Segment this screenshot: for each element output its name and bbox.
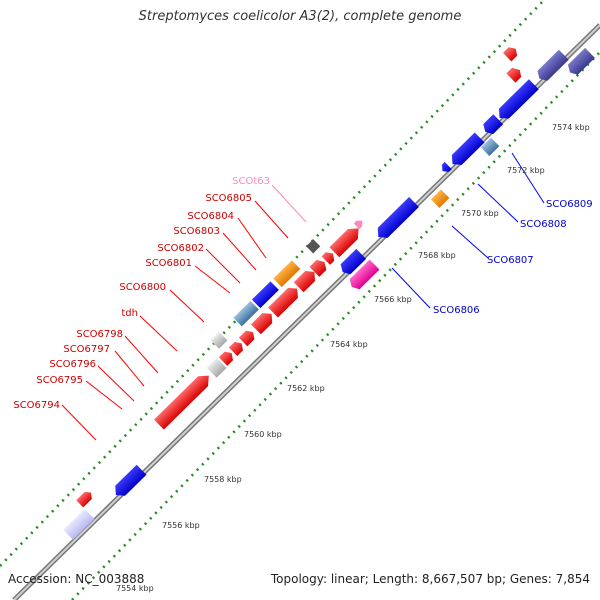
- tick-7558: 7558 kbp: [204, 475, 242, 484]
- label-sco6809: SCO6809: [546, 199, 593, 210]
- genome-summary-text: Topology: linear; Length: 8,667,507 bp; …: [270, 572, 590, 586]
- tick-7572: 7572 kbp: [507, 166, 545, 175]
- tick-7570: 7570 kbp: [461, 209, 499, 218]
- label-sco6800: SCO6800: [119, 282, 166, 293]
- gene-box-steel-2: [480, 137, 500, 156]
- label-scot63: SCOt63: [232, 176, 270, 187]
- rna-arrow-scot63: [353, 220, 363, 230]
- label-sco6798: SCO6798: [76, 329, 123, 340]
- gene-box-orange: [273, 260, 301, 288]
- label-sco6805: SCO6805: [205, 193, 252, 204]
- tick-7556: 7556 kbp: [162, 521, 200, 530]
- gene-arrow-sco6794: [153, 375, 209, 430]
- outer-dotted-line: [0, 0, 545, 567]
- gene-arrow-sco6809a: [441, 161, 452, 172]
- label-sco6807: SCO6807: [487, 255, 534, 266]
- tick-7560: 7560 kbp: [244, 430, 282, 439]
- gene-arrow-sco6807: [377, 197, 419, 238]
- rna-label-leader: [271, 184, 307, 223]
- gene-box-gray-2: [210, 331, 228, 349]
- label-sco6804: SCO6804: [187, 211, 234, 222]
- gene-box-gray-1: [206, 357, 227, 378]
- gene-box-darkgray: [306, 239, 321, 254]
- tick-7568: 7568 kbp: [418, 251, 456, 260]
- label-sco6803: SCO6803: [173, 226, 220, 237]
- gene-arrow-sco6802: [309, 259, 327, 277]
- tick-7562: 7562 kbp: [287, 384, 325, 393]
- gene-arrow-bottom-lavender: [63, 508, 95, 540]
- gene-box-sco6808: [430, 189, 450, 208]
- label-sco6806: SCO6806: [433, 305, 480, 316]
- forward-label-leaders: [61, 200, 289, 441]
- gene-arrow-tdh: [251, 281, 279, 309]
- gene-arrow-left-1: [76, 491, 92, 508]
- label-sco6795: SCO6795: [36, 375, 83, 386]
- gene-arrow-top-purple-2: [567, 47, 595, 75]
- gene-arrow-top-blue-1: [483, 114, 504, 135]
- label-sco6797: SCO6797: [63, 344, 110, 355]
- label-tdh: tdh: [121, 308, 138, 319]
- gene-arrow-sco6801: [293, 271, 316, 293]
- label-sco6794: SCO6794: [13, 400, 60, 411]
- gene-arrow-left-blue: [115, 464, 147, 496]
- gene-arrow-sco6795: [218, 351, 234, 366]
- gene-arrow-sco6805: [329, 228, 359, 258]
- gene-arrow-sco6806-blue: [340, 248, 367, 275]
- gene-arrow-top-1: [506, 67, 522, 83]
- map-title: Streptomyces coelicolor A3(2), complete …: [138, 9, 462, 24]
- forward-strand-genes: [76, 47, 522, 508]
- gene-arrow-sco6800: [268, 287, 298, 318]
- gene-arrow-sco6796: [228, 341, 243, 357]
- gene-arrow-top-blue-2: [498, 79, 539, 119]
- label-sco6802: SCO6802: [157, 243, 204, 254]
- tick-7564: 7564 kbp: [330, 340, 368, 349]
- label-sco6801: SCO6801: [145, 258, 192, 269]
- gene-arrow-sco6806: [349, 259, 380, 290]
- gene-box-steel: [233, 300, 259, 327]
- label-sco6808: SCO6808: [520, 219, 567, 230]
- reverse-label-leaders: [391, 152, 545, 309]
- gene-arrow-sco6809b: [451, 132, 485, 165]
- reverse-strand-genes: [63, 47, 595, 540]
- gene-arrow-top-purple: [537, 49, 569, 81]
- genome-backbone: [12, 23, 600, 600]
- label-sco6796: SCO6796: [49, 359, 96, 370]
- tick-7566: 7566 kbp: [374, 295, 412, 304]
- gene-arrow-top-2: [502, 47, 518, 62]
- gene-arrow-sco6797: [238, 330, 255, 347]
- gene-arrow-sco6803: [321, 252, 335, 265]
- gene-arrow-sco6798: [250, 313, 273, 335]
- tick-7574: 7574 kbp: [552, 123, 590, 132]
- tick-7554: 7554 kbp: [116, 584, 154, 593]
- accession-text: Accession: NC_003888: [8, 572, 145, 586]
